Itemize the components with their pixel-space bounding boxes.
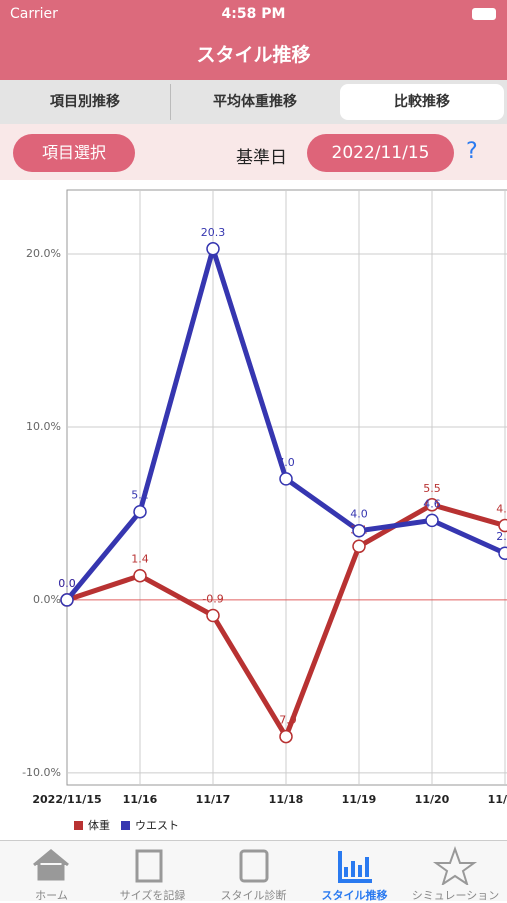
data-label: 20.3	[201, 226, 226, 239]
legend-label: 体重	[88, 818, 110, 832]
x-tick-label: 11/18	[269, 793, 304, 806]
data-point	[133, 504, 147, 519]
x-tick-label: 11/21	[488, 793, 507, 806]
home-icon	[33, 849, 69, 881]
tab-selected[interactable]: 比較推移	[340, 84, 504, 120]
date-button[interactable]: 2022/11/15	[307, 134, 454, 172]
data-point	[279, 729, 293, 744]
star-icon	[432, 846, 478, 885]
data-label: 5.5	[423, 482, 441, 495]
data-label: 4.3	[496, 503, 507, 516]
legend-swatch	[121, 821, 130, 830]
tab-label[interactable]: サイズを記録	[119, 889, 186, 902]
legend-label: ウエスト	[135, 819, 179, 832]
y-tick-label: 20.0%	[26, 247, 61, 260]
help-button[interactable]: ?	[466, 139, 478, 164]
tab[interactable]: 項目別推移	[50, 94, 120, 110]
chart-icon	[338, 851, 372, 883]
tab-label-selected[interactable]: スタイル推移	[321, 889, 388, 902]
data-point	[425, 513, 439, 528]
x-tick-label: 11/19	[342, 793, 377, 806]
x-tick-label: 11/17	[196, 793, 231, 806]
tab[interactable]: 平均体重推移	[170, 84, 339, 120]
tab-bar: ホーム サイズを記録 スタイル診断 スタイル推移 シミュレーション	[0, 840, 507, 902]
carrier: Carrier	[10, 6, 58, 22]
data-label: 7.0	[277, 456, 295, 469]
x-tick-label: 2022/11/15	[32, 793, 101, 806]
plot-frame	[66, 189, 507, 786]
data-label: 0.0	[58, 577, 76, 590]
legend-swatch	[74, 821, 83, 830]
y-tick-label: 10.0%	[26, 420, 61, 433]
data-point	[206, 608, 220, 623]
clock: 4:58 PM	[221, 6, 286, 22]
chart: 2022/11/15 11/16 11/17 11/18 11/19 11/20 11/21…	[22, 189, 507, 832]
data-label: 0.0	[58, 577, 76, 590]
select-button[interactable]: 項目選択	[13, 134, 135, 172]
x-tick-label: 11/20	[415, 793, 450, 806]
data-point	[352, 523, 366, 538]
data-label: 4.6	[423, 497, 441, 510]
battery	[472, 8, 496, 20]
tab-label[interactable]: スタイル診断	[220, 889, 287, 902]
data-point	[498, 546, 507, 560]
y-tick-label: 0.0%	[33, 593, 61, 606]
record-icon	[135, 849, 163, 883]
data-point	[352, 539, 366, 554]
header: Carrier 4:58 PM スタイル推移	[0, 0, 507, 80]
data-label: -7.9	[275, 714, 296, 727]
diagnosis-icon	[239, 849, 269, 883]
data-point	[206, 242, 220, 256]
tab-icons	[33, 846, 478, 885]
y-tick-label: -10.0%	[22, 766, 61, 779]
label: 基準日	[236, 148, 287, 168]
data-label: 4.0	[350, 508, 368, 521]
tab-label[interactable]: ホーム	[35, 889, 68, 902]
tab-label[interactable]: シミュレーション	[411, 889, 500, 902]
data-point	[279, 472, 293, 486]
segmented-control: 項目別推移 平均体重推移 比較推移	[0, 80, 507, 124]
x-tick-label: 11/16	[123, 793, 158, 806]
data-label: 1.4	[131, 553, 149, 566]
data-label: 5.1	[131, 489, 149, 502]
data-point	[498, 518, 507, 533]
data-point	[425, 498, 439, 512]
data-point	[133, 568, 147, 583]
data-point	[60, 593, 74, 607]
data-label: 2.7	[496, 530, 507, 543]
data-label: -0.9	[202, 592, 223, 605]
control-row: 項目選択 基準日 2022/11/15 ?	[0, 124, 507, 180]
title: スタイル推移	[196, 44, 311, 66]
